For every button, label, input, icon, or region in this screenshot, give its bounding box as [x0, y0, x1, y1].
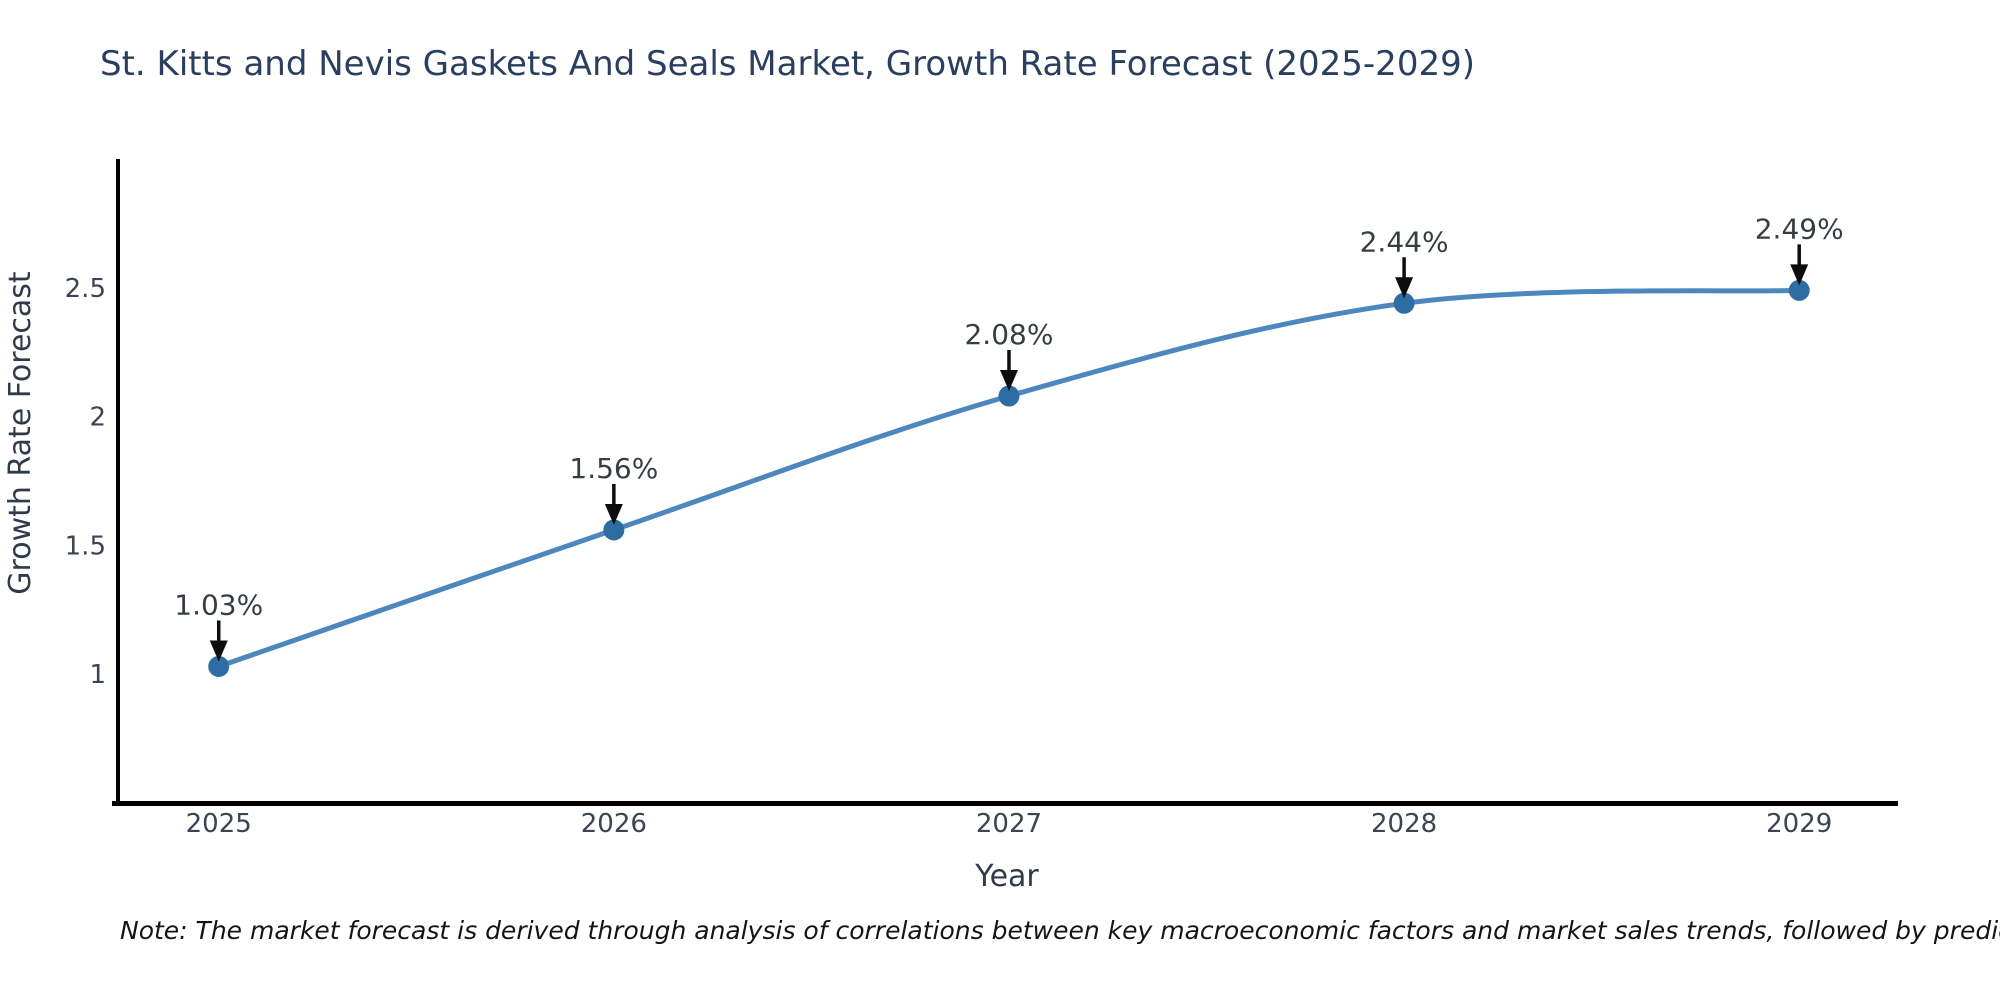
x-tick-label: 2027 — [976, 809, 1042, 839]
annotation-label: 1.03% — [174, 588, 263, 621]
data-point-marker-2027 — [998, 385, 1020, 407]
y-tick-label: 1.5 — [65, 531, 106, 561]
annotation-arrowhead — [999, 369, 1018, 391]
y-tick-label: 2.5 — [65, 274, 106, 304]
annotation-arrowhead — [604, 503, 623, 525]
x-tick-label: 2026 — [581, 809, 647, 839]
annotation-label: 2.08% — [964, 318, 1053, 351]
y-axis-title: Growth Rate Forecast — [3, 271, 38, 595]
annotation-arrowhead — [1395, 277, 1414, 299]
x-tick-label: 2028 — [1371, 809, 1437, 839]
annotation-arrowhead — [1790, 264, 1809, 286]
x-tick-label: 2029 — [1766, 809, 1832, 839]
data-point-marker-2029 — [1788, 279, 1810, 301]
chart-title: St. Kitts and Nevis Gaskets And Seals Ma… — [100, 44, 1475, 84]
data-point-marker-2025 — [208, 655, 230, 677]
data-point-marker-2026 — [603, 519, 625, 541]
y-tick-label: 1 — [89, 660, 106, 690]
y-tick-label: 2 — [89, 403, 106, 433]
footnote: Note: The market forecast is derived thr… — [120, 916, 2000, 945]
x-axis-title: Year — [974, 859, 1039, 894]
annotation-label: 2.44% — [1360, 225, 1449, 258]
annotation-label: 1.56% — [569, 452, 658, 485]
data-point-marker-2028 — [1393, 292, 1415, 314]
x-tick-label: 2025 — [186, 809, 252, 839]
annotation-label: 2.49% — [1755, 212, 1844, 245]
annotation-arrowhead — [209, 640, 228, 662]
